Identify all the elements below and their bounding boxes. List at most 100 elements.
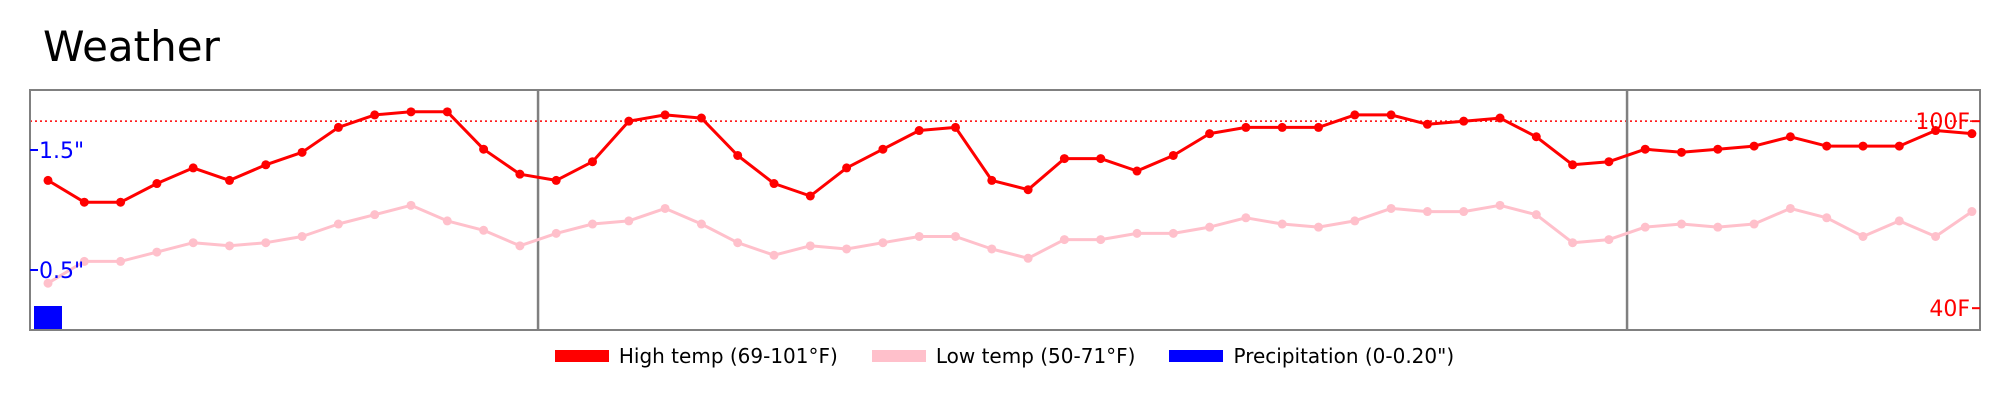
temp-tick-label: 100F <box>1915 110 1970 135</box>
high-temp-point <box>588 157 597 167</box>
low-temp-point <box>333 219 343 229</box>
low-temp-point <box>1677 219 1686 229</box>
low-temp-point <box>1858 231 1868 241</box>
high-temp-point <box>1350 110 1360 120</box>
low-temp-point <box>1314 222 1323 232</box>
high-temp-point <box>406 107 416 117</box>
legend-item-high-temp: High temp (69-101°F) <box>554 344 838 368</box>
low-temp-point <box>914 231 924 241</box>
low-temp-point <box>1749 219 1759 229</box>
legend-swatch-precipitation <box>1169 350 1224 362</box>
low-temp-point <box>842 244 852 254</box>
high-temp-point <box>1459 116 1469 126</box>
high-temp-point <box>1023 185 1033 195</box>
low-temp-point <box>43 278 53 288</box>
legend-label-low-temp: Low temp (50-71°F) <box>935 344 1136 368</box>
high-temp-point <box>660 110 670 120</box>
precip-tick-label: 0.5" <box>39 259 84 284</box>
low-temp-point <box>515 241 525 251</box>
low-temp-point <box>769 250 779 260</box>
high-temp-point <box>1132 166 1142 176</box>
high-temp-point <box>479 144 489 154</box>
low-temp-point <box>551 228 561 238</box>
high-temp-point <box>225 175 234 185</box>
low-temp-point <box>442 216 452 226</box>
high-temp-point <box>1059 154 1069 164</box>
plot-area: 100F 40F 1.5" 0.5" <box>29 89 1981 331</box>
high-temp-point <box>551 175 561 185</box>
high-temp-point <box>1277 122 1287 132</box>
high-temp-point <box>515 169 525 179</box>
high-temp-point <box>1894 141 1904 151</box>
high-temp-point <box>1422 119 1432 129</box>
high-temp-point <box>1967 129 1977 139</box>
high-temp-point <box>1205 129 1215 139</box>
low-temp-point <box>225 241 234 251</box>
low-temp-point <box>116 256 126 266</box>
low-temp-point <box>1168 228 1178 238</box>
high-temp-point <box>1386 110 1396 120</box>
high-temp-point <box>1822 141 1832 151</box>
high-temp-point <box>1858 141 1868 151</box>
low-temp-point <box>1931 231 1941 241</box>
high-temp-point <box>696 113 706 123</box>
high-temp-point <box>1931 126 1941 136</box>
low-temp-point <box>1604 235 1614 245</box>
high-temp-point <box>987 175 997 185</box>
low-temp-point <box>1531 210 1541 220</box>
high-temp-point <box>1713 144 1723 154</box>
high-temp-point <box>152 179 162 189</box>
low-temp-point <box>1822 213 1832 223</box>
high-temp-point <box>1568 160 1578 170</box>
low-temp-point <box>152 247 162 257</box>
low-temp-point <box>1640 222 1650 232</box>
low-temp-point <box>1967 207 1977 217</box>
low-temp-point <box>805 241 815 251</box>
high-temp-point <box>116 197 126 207</box>
high-temp-point <box>370 110 380 120</box>
legend-item-low-temp: Low temp (50-71°F) <box>871 344 1136 368</box>
low-temp-point <box>1894 216 1904 226</box>
plot-frame <box>29 89 1981 331</box>
high-temp-point <box>1495 113 1505 123</box>
high-temp-point <box>1531 132 1541 142</box>
low-temp-point <box>297 231 307 241</box>
low-temp-point <box>370 210 380 220</box>
high-temp-point <box>43 175 53 185</box>
low-temp-point <box>878 238 888 248</box>
high-temp-point <box>1749 141 1759 151</box>
high-temp-point <box>261 160 271 170</box>
high-temp-point <box>79 197 89 207</box>
low-temp-point <box>951 231 960 241</box>
low-temp-point <box>987 244 997 254</box>
high-temp-point <box>442 107 452 117</box>
low-temp-point <box>1422 207 1432 217</box>
low-temp-point <box>696 219 706 229</box>
high-temp-point <box>1640 144 1650 154</box>
low-temp-point <box>660 203 670 213</box>
low-temp-point <box>1023 253 1033 263</box>
low-temp-point <box>188 238 198 248</box>
low-temp-point <box>1459 207 1469 217</box>
high-temp-point <box>951 122 960 132</box>
high-temp-point <box>1096 154 1106 164</box>
high-temp-point <box>1785 132 1795 142</box>
high-temp-point <box>624 116 634 126</box>
low-temp-point <box>1785 203 1795 213</box>
high-temp-point <box>733 150 743 160</box>
low-temp-point <box>479 225 489 235</box>
high-temp-point <box>878 144 888 154</box>
high-temp-point <box>297 147 307 157</box>
low-temp-point <box>1386 203 1396 213</box>
precip-tick-label: 1.5" <box>39 139 84 164</box>
low-temp-point <box>1277 219 1287 229</box>
legend-label-precipitation: Precipitation (0-0.20") <box>1233 344 1455 368</box>
chart-title: Weather <box>43 22 220 71</box>
high-temp-point <box>1168 150 1178 160</box>
legend-swatch-high-temp <box>554 350 609 362</box>
high-temp-line <box>47 110 1973 204</box>
legend-label-high-temp: High temp (69-101°F) <box>618 344 838 368</box>
temp-tick-label: 40F <box>1929 297 1970 322</box>
high-temp-point <box>1677 147 1686 157</box>
